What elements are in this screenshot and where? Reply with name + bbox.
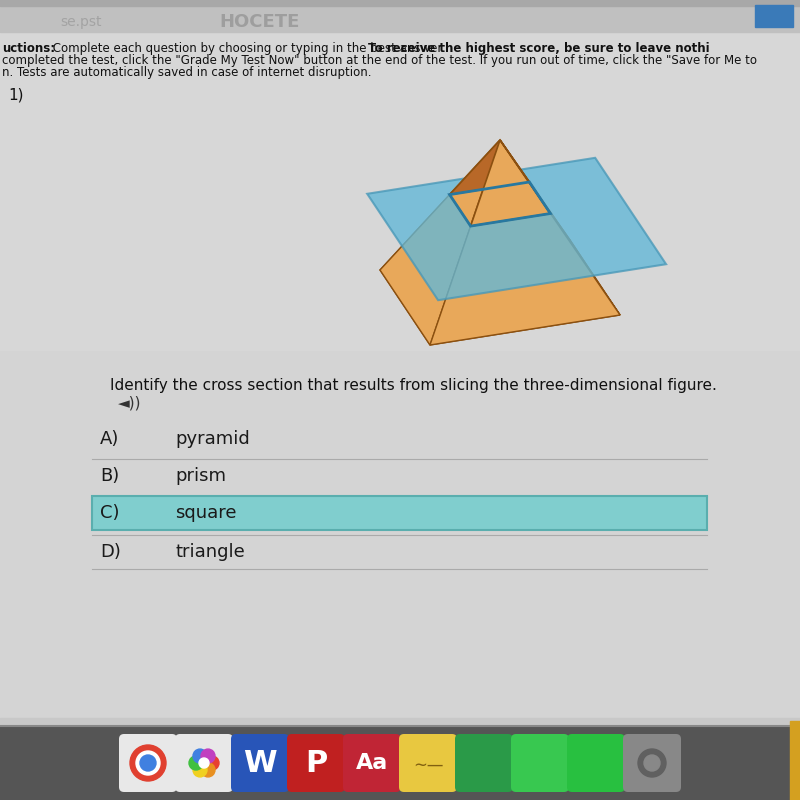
Bar (0, 0, 800, 350)
Circle shape (205, 756, 219, 770)
Bar (790, 721, 800, 800)
Circle shape (201, 763, 215, 777)
Polygon shape (470, 140, 550, 226)
Text: triangle: triangle (175, 543, 245, 561)
Polygon shape (450, 140, 530, 194)
Text: ◄)): ◄)) (118, 396, 142, 411)
Circle shape (136, 751, 160, 775)
Text: D): D) (100, 543, 121, 561)
Circle shape (644, 755, 660, 771)
Text: W: W (243, 749, 277, 778)
Circle shape (193, 763, 207, 777)
Text: Complete each question by choosing or typing in the best answer.: Complete each question by choosing or ty… (49, 42, 449, 55)
Text: 1): 1) (8, 88, 23, 103)
Text: square: square (175, 504, 237, 522)
Circle shape (201, 749, 215, 763)
Circle shape (193, 749, 207, 763)
Text: A): A) (100, 430, 119, 448)
Text: HOCETE: HOCETE (220, 13, 300, 31)
Text: prism: prism (175, 467, 226, 485)
Circle shape (189, 756, 203, 770)
Bar (0, 718, 800, 728)
FancyBboxPatch shape (92, 496, 707, 530)
Text: To receive the highest score, be sure to leave nothi: To receive the highest score, be sure to… (368, 42, 710, 55)
Text: P: P (305, 749, 327, 778)
Text: Identify the cross section that results from slicing the three-dimensional figur: Identify the cross section that results … (110, 378, 717, 393)
FancyBboxPatch shape (287, 734, 345, 792)
Text: uctions:: uctions: (2, 42, 55, 55)
FancyBboxPatch shape (119, 734, 177, 792)
Text: B): B) (100, 467, 119, 485)
Polygon shape (450, 140, 500, 226)
Bar (0, 0, 800, 6)
Circle shape (638, 749, 666, 777)
Text: pyramid: pyramid (175, 430, 250, 448)
Bar (0, 0, 800, 32)
FancyBboxPatch shape (175, 734, 233, 792)
FancyBboxPatch shape (343, 734, 401, 792)
Text: completed the test, click the "Grade My Test Now" button at the end of the test.: completed the test, click the "Grade My … (2, 54, 757, 67)
Polygon shape (380, 182, 570, 270)
Text: se.pst: se.pst (60, 15, 102, 29)
Text: C): C) (100, 504, 119, 522)
Bar (755, 5, 793, 27)
Polygon shape (380, 194, 470, 345)
Polygon shape (530, 182, 620, 315)
Circle shape (199, 758, 209, 768)
FancyBboxPatch shape (623, 734, 681, 792)
FancyBboxPatch shape (399, 734, 457, 792)
Circle shape (130, 745, 166, 781)
FancyBboxPatch shape (567, 734, 625, 792)
Text: n. Tests are automatically saved in case of internet disruption.: n. Tests are automatically saved in case… (2, 66, 371, 79)
FancyBboxPatch shape (231, 734, 289, 792)
Bar (0, 726, 800, 800)
FancyBboxPatch shape (511, 734, 569, 792)
Text: ∼—: ∼— (413, 756, 443, 774)
Polygon shape (367, 158, 666, 300)
FancyBboxPatch shape (455, 734, 513, 792)
Polygon shape (380, 240, 620, 345)
Polygon shape (430, 214, 620, 345)
Polygon shape (500, 140, 550, 214)
Text: Aa: Aa (356, 753, 388, 773)
Circle shape (140, 755, 156, 771)
